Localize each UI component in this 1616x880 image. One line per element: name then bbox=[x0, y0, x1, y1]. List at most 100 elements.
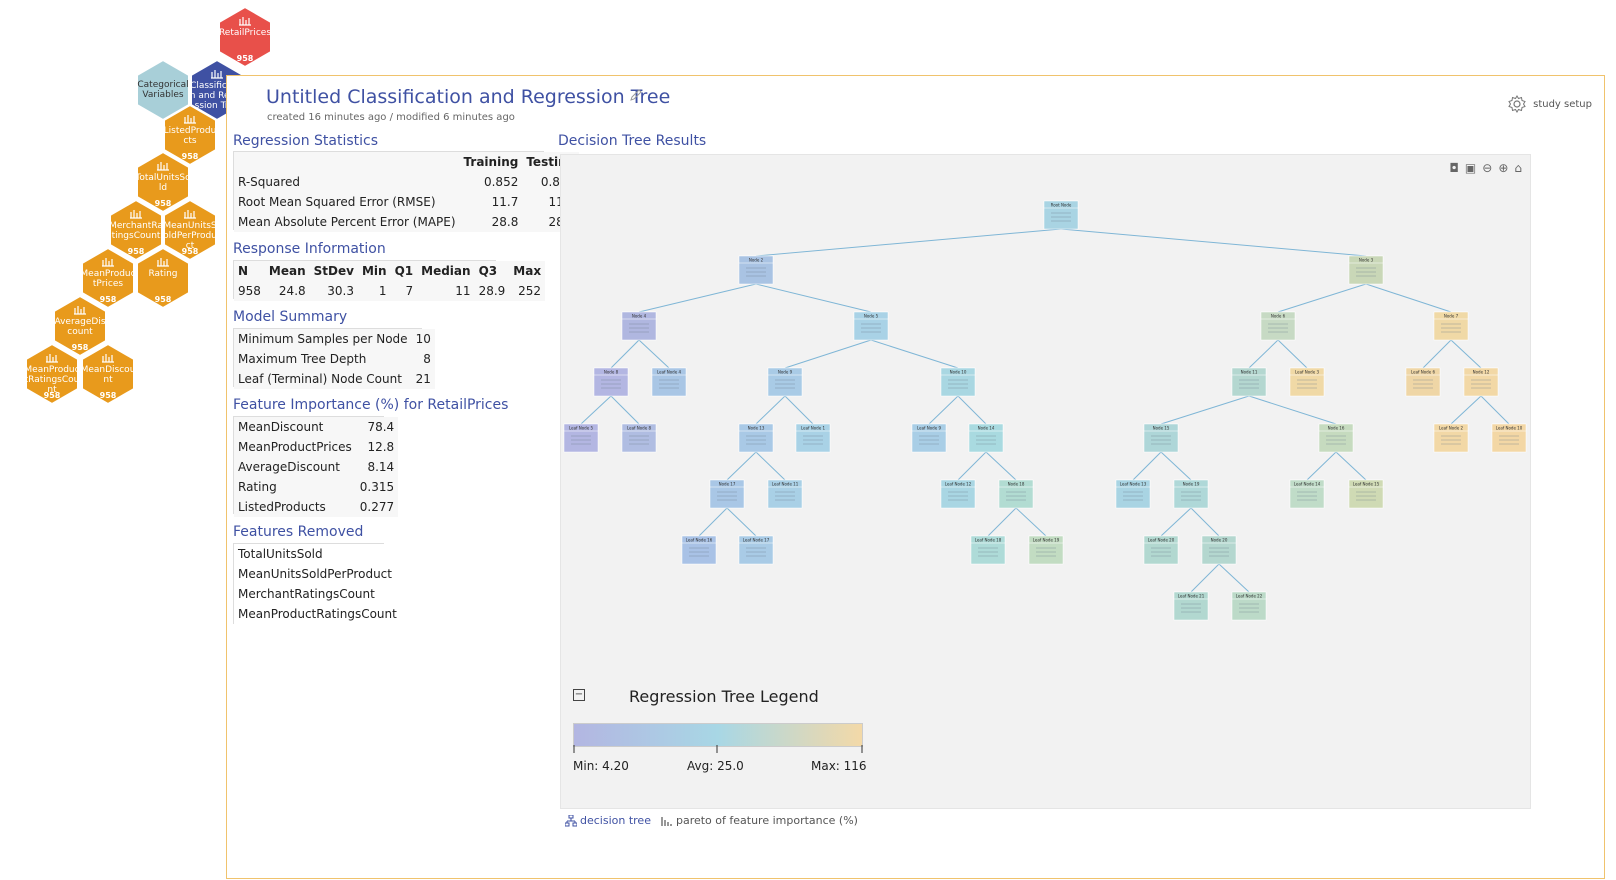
tree-node[interactable]: Node 4 bbox=[621, 311, 657, 341]
bar-chart-icon bbox=[184, 115, 196, 124]
workflow-node-rating[interactable] bbox=[136, 246, 190, 310]
workflow-node-meandisc[interactable] bbox=[81, 342, 135, 406]
tree-node[interactable]: Node 19 bbox=[1173, 479, 1209, 509]
edit-pencil-icon[interactable] bbox=[629, 88, 643, 104]
tree-node[interactable]: Leaf Node 16 bbox=[681, 535, 717, 565]
svg-text:Leaf Node 2: Leaf Node 2 bbox=[1439, 426, 1463, 431]
tree-node[interactable]: Leaf Node 21 bbox=[1173, 591, 1209, 621]
bar-chart-icon bbox=[130, 210, 142, 219]
summary-label: Minimum Samples per Node bbox=[238, 332, 408, 346]
tree-node[interactable]: Node 9 bbox=[767, 367, 803, 397]
svg-text:Leaf Node 22: Leaf Node 22 bbox=[1236, 594, 1263, 599]
tree-node[interactable]: Node 6 bbox=[1260, 311, 1296, 341]
tree-node[interactable]: Node 3 bbox=[1348, 255, 1384, 285]
tab-pareto[interactable]: pareto of feature importance (%) bbox=[661, 814, 858, 827]
bar-chart-icon bbox=[46, 354, 58, 363]
tree-node[interactable]: Node 18 bbox=[998, 479, 1034, 509]
tree-node[interactable]: Leaf Node 13 bbox=[1115, 479, 1151, 509]
svg-text:Node 10: Node 10 bbox=[950, 370, 967, 375]
legend-min: Min: 4.20 bbox=[573, 759, 629, 773]
tree-node[interactable]: Node 17 bbox=[709, 479, 745, 509]
table-row: MeanUnitsSoldPerProduct bbox=[234, 564, 401, 584]
study-setup-button[interactable]: study setup bbox=[1507, 94, 1592, 114]
workflow-node-label: MeanProductRatingsCount bbox=[24, 365, 80, 395]
tree-node[interactable]: Leaf Node 1 bbox=[795, 423, 831, 453]
tree-node[interactable]: Leaf Node 20 bbox=[1143, 535, 1179, 565]
workflow-node-avgdisc[interactable] bbox=[53, 294, 107, 358]
svg-text:Leaf Node 13: Leaf Node 13 bbox=[1120, 482, 1147, 487]
tree-edge bbox=[726, 507, 757, 537]
zoom-in-icon[interactable]: ⊕ bbox=[1498, 161, 1509, 175]
tree-node[interactable]: Node 5 bbox=[853, 311, 889, 341]
tree-node[interactable]: Node 7 bbox=[1433, 311, 1469, 341]
study-panel: Untitled Classification and Regression T… bbox=[226, 75, 1605, 879]
tree-node[interactable]: Leaf Node 19 bbox=[1028, 535, 1064, 565]
table-row: MeanProductPrices 12.8 bbox=[234, 437, 398, 457]
tree-node[interactable]: Leaf Node 3 bbox=[1289, 367, 1325, 397]
decision-tree-canvas[interactable]: ◘ ▣ ⊖ ⊕ ⌂ Root Node Node 2 Node 3 Node 4 Nod… bbox=[560, 154, 1531, 809]
stat-label: R-Squared bbox=[238, 175, 301, 189]
svg-text:Node 18: Node 18 bbox=[1008, 482, 1025, 487]
workflow-node-merchant[interactable] bbox=[109, 198, 163, 262]
camera-icon[interactable]: ◘ bbox=[1449, 161, 1459, 175]
tree-node[interactable]: Leaf Node 10 bbox=[1491, 423, 1527, 453]
workflow-node-retail[interactable] bbox=[218, 5, 272, 69]
workflow-node-totalunits[interactable] bbox=[136, 150, 190, 214]
tree-node[interactable]: Leaf Node 12 bbox=[940, 479, 976, 509]
feature-value: 78.4 bbox=[367, 420, 395, 434]
legend-collapse-icon[interactable]: − bbox=[573, 689, 585, 701]
tree-node[interactable]: Leaf Node 6 bbox=[1405, 367, 1441, 397]
table-row: Maximum Tree Depth 8 bbox=[234, 349, 435, 369]
page-title[interactable]: Untitled Classification and Regression T… bbox=[266, 86, 671, 108]
svg-text:Leaf Node 1: Leaf Node 1 bbox=[801, 426, 825, 431]
table-row: Root Mean Squared Error (RMSE)11.711.7 bbox=[234, 192, 579, 212]
tree-node[interactable]: Leaf Node 4 bbox=[651, 367, 687, 397]
svg-text:Leaf Node 3: Leaf Node 3 bbox=[1295, 370, 1319, 375]
feature-value: 0.315 bbox=[359, 480, 395, 494]
tree-node[interactable]: Leaf Node 17 bbox=[738, 535, 774, 565]
tree-edge bbox=[1480, 395, 1510, 425]
tree-node[interactable]: Leaf Node 9 bbox=[911, 423, 947, 453]
tree-node[interactable]: Node 20 bbox=[1201, 535, 1237, 565]
col-training: Training bbox=[463, 155, 519, 169]
summary-label: Maximum Tree Depth bbox=[238, 352, 367, 366]
workflow-node-label: Rating bbox=[148, 269, 178, 279]
tree-node[interactable]: Node 2 bbox=[738, 255, 774, 285]
tree-node[interactable]: Leaf Node 8 bbox=[621, 423, 657, 453]
tree-node[interactable]: Root Node bbox=[1043, 200, 1079, 230]
tree-node[interactable]: Node 13 bbox=[738, 423, 774, 453]
tree-node[interactable]: Node 11 bbox=[1231, 367, 1267, 397]
zoom-out-icon[interactable]: ⊖ bbox=[1482, 161, 1493, 175]
home-icon[interactable]: ⌂ bbox=[1514, 161, 1522, 175]
tree-node[interactable]: Leaf Node 22 bbox=[1231, 591, 1267, 621]
svg-text:Node 15: Node 15 bbox=[1153, 426, 1170, 431]
tree-node[interactable]: Leaf Node 11 bbox=[767, 479, 803, 509]
tree-node[interactable]: Leaf Node 2 bbox=[1433, 423, 1469, 453]
workflow-node-meanprodrat[interactable] bbox=[25, 342, 79, 406]
response-value: 252 bbox=[518, 284, 542, 298]
tree-node[interactable]: Leaf Node 15 bbox=[1348, 479, 1384, 509]
tree-edge bbox=[1365, 283, 1452, 313]
tree-node[interactable]: Leaf Node 14 bbox=[1289, 479, 1325, 509]
tree-node[interactable]: Node 10 bbox=[940, 367, 976, 397]
copy-icon[interactable]: ▣ bbox=[1464, 161, 1477, 175]
tree-node[interactable]: Leaf Node 18 bbox=[970, 535, 1006, 565]
workflow-node-meanprod[interactable] bbox=[81, 246, 135, 310]
tree-node[interactable]: Node 16 bbox=[1318, 423, 1354, 453]
tree-diagram: Root Node Node 2 Node 3 Node 4 Node 5 Node 6 N… bbox=[563, 200, 1527, 621]
bar-chart-icon bbox=[102, 258, 114, 267]
workflow-node-count: 958 bbox=[181, 247, 199, 256]
tree-node[interactable]: Node 14 bbox=[968, 423, 1004, 453]
summary-value: 8 bbox=[423, 352, 431, 366]
features-removed-title: Features Removed bbox=[233, 524, 364, 540]
tree-node[interactable]: Node 12 bbox=[1463, 367, 1499, 397]
workflow-node-listed[interactable] bbox=[163, 103, 217, 167]
svg-text:Node 14: Node 14 bbox=[978, 426, 995, 431]
tree-node[interactable]: Leaf Node 5 bbox=[563, 423, 599, 453]
tab-decision-tree[interactable]: decision tree bbox=[565, 814, 651, 827]
bar-chart-icon bbox=[661, 816, 672, 826]
workflow-node-meanunits[interactable] bbox=[163, 198, 217, 262]
svg-text:Leaf Node 11: Leaf Node 11 bbox=[772, 482, 799, 487]
tree-node[interactable]: Node 15 bbox=[1143, 423, 1179, 453]
tree-node[interactable]: Node 8 bbox=[593, 367, 629, 397]
